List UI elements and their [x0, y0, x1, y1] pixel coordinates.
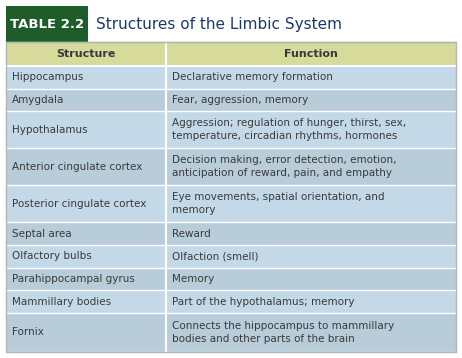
Text: Parahippocampal gyrus: Parahippocampal gyrus: [12, 274, 135, 284]
Text: Part of the hypothalamus; memory: Part of the hypothalamus; memory: [172, 296, 354, 306]
Text: Amygdala: Amygdala: [12, 95, 64, 105]
Text: Reward: Reward: [172, 229, 211, 239]
Text: Septal area: Septal area: [12, 229, 72, 239]
Text: Mammillary bodies: Mammillary bodies: [12, 296, 111, 306]
Text: Aggression; regulation of hunger, thirst, sex,
temperature, circadian rhythms, h: Aggression; regulation of hunger, thirst…: [172, 118, 406, 141]
Text: Declarative memory formation: Declarative memory formation: [172, 72, 333, 82]
Bar: [6, 185, 456, 222]
Text: Structure: Structure: [56, 49, 116, 59]
Bar: [6, 89, 456, 111]
Text: Fear, aggression, memory: Fear, aggression, memory: [172, 95, 308, 105]
Bar: [6, 111, 456, 148]
Text: Olfactory bulbs: Olfactory bulbs: [12, 251, 92, 261]
Text: Hippocampus: Hippocampus: [12, 72, 83, 82]
Bar: [6, 42, 456, 352]
Bar: [6, 245, 456, 268]
Bar: [6, 148, 456, 185]
Text: Connects the hippocampus to mammillary
bodies and other parts of the brain: Connects the hippocampus to mammillary b…: [172, 321, 394, 344]
Text: Fornix: Fornix: [12, 328, 44, 338]
Text: Olfaction (smell): Olfaction (smell): [172, 251, 258, 261]
Text: Posterior cingulate cortex: Posterior cingulate cortex: [12, 199, 146, 209]
Text: TABLE 2.2: TABLE 2.2: [10, 18, 84, 30]
Text: Structures of the Limbic System: Structures of the Limbic System: [96, 16, 342, 32]
Bar: [6, 268, 456, 290]
Bar: [6, 313, 456, 352]
Bar: [6, 66, 456, 89]
Text: Decision making, error detection, emotion,
anticipation of reward, pain, and emp: Decision making, error detection, emotio…: [172, 155, 396, 178]
Text: Function: Function: [284, 49, 338, 59]
Text: Anterior cingulate cortex: Anterior cingulate cortex: [12, 162, 142, 172]
Bar: [6, 290, 456, 313]
Bar: [6, 42, 456, 66]
Text: Eye movements, spatial orientation, and
memory: Eye movements, spatial orientation, and …: [172, 193, 384, 215]
Text: Memory: Memory: [172, 274, 214, 284]
Text: Hypothalamus: Hypothalamus: [12, 125, 88, 135]
Bar: [6, 222, 456, 245]
Bar: [6, 6, 88, 42]
